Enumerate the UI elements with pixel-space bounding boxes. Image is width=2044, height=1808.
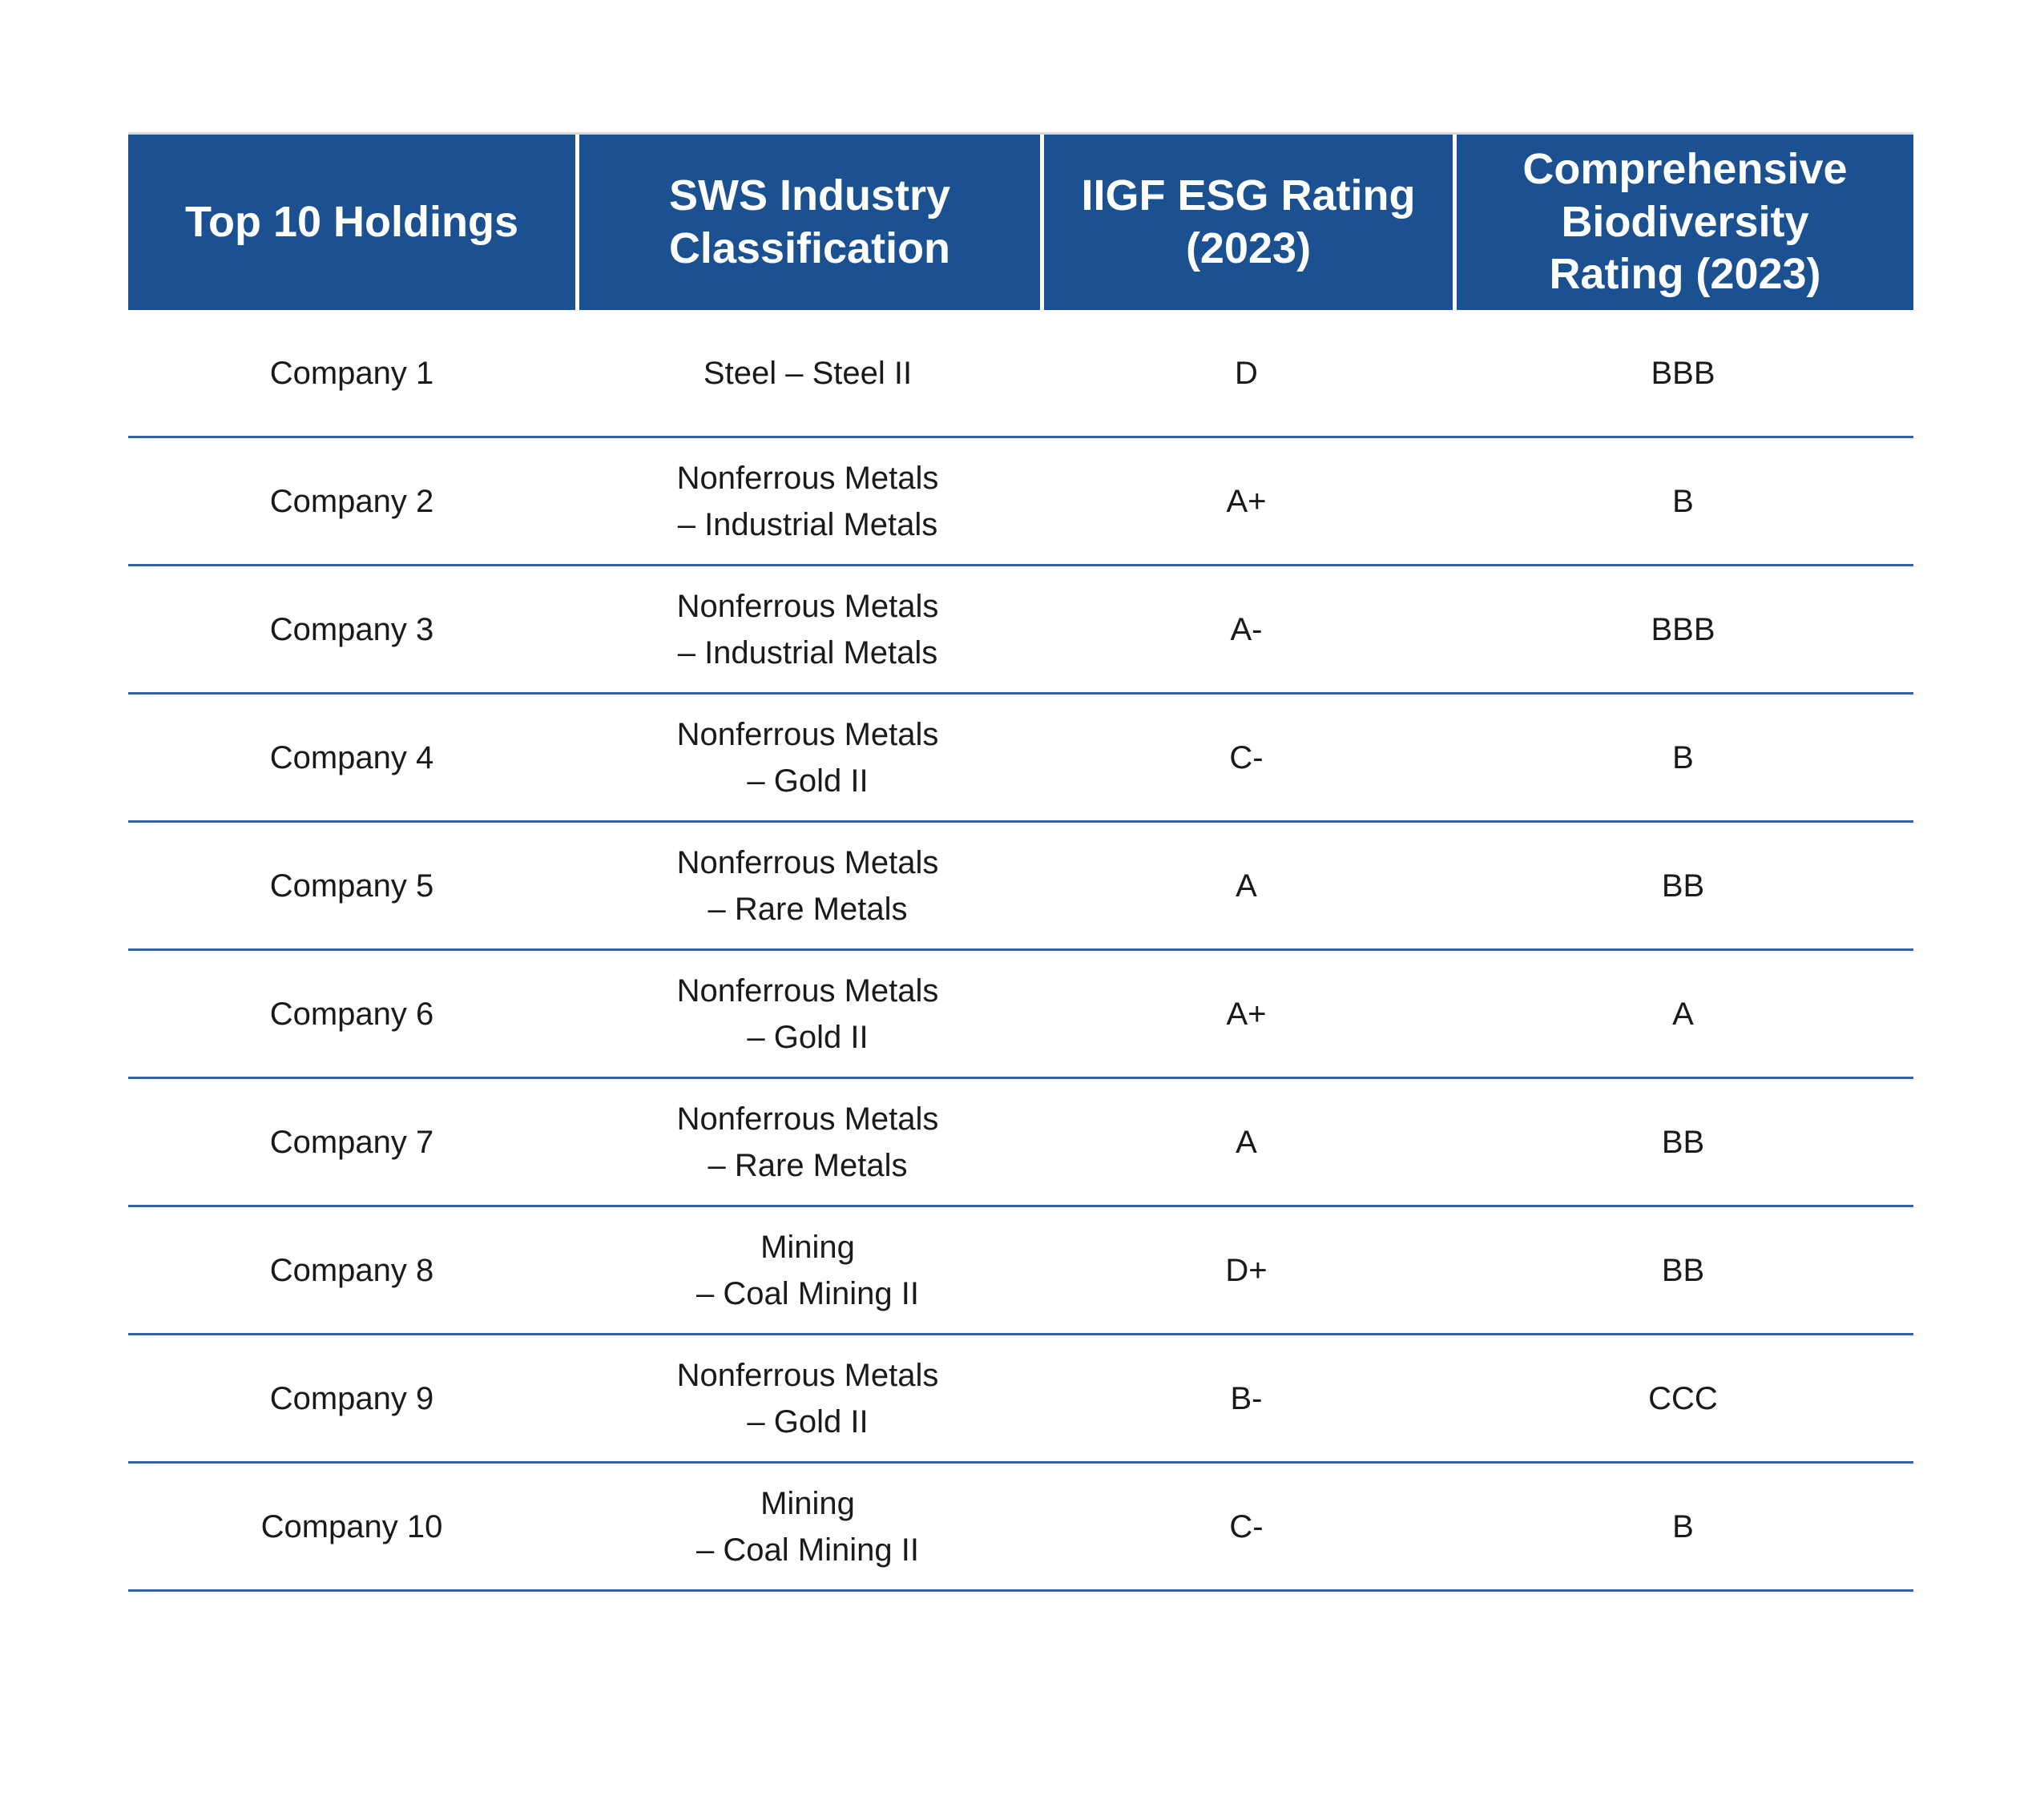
table-row: Company 5 Nonferrous Metals – Rare Metal… — [128, 823, 1913, 951]
biodiversity-rating-cell: BB — [1661, 868, 1705, 904]
esg-rating-cell: D+ — [1225, 1252, 1268, 1288]
industry-cell: Nonferrous Metals – Gold II — [676, 1357, 939, 1440]
table-row: Company 8 Mining – Coal Mining II D+ BB — [128, 1207, 1913, 1335]
table-row: Company 10 Mining – Coal Mining II C- B — [128, 1464, 1913, 1592]
holdings-table: Top 10 Holdings SWS Industry Classificat… — [128, 132, 1913, 1592]
esg-rating-cell: C- — [1229, 739, 1264, 775]
holding-cell: Company 2 — [269, 483, 434, 519]
industry-cell: Nonferrous Metals – Gold II — [676, 716, 939, 799]
esg-rating-cell: A+ — [1226, 483, 1267, 519]
esg-rating-cell: C- — [1229, 1508, 1264, 1544]
biodiversity-rating-cell: B — [1672, 1508, 1694, 1544]
table-row: Company 9 Nonferrous Metals – Gold II B-… — [128, 1335, 1913, 1464]
header-cell-top-10-holdings: Top 10 Holdings — [185, 197, 518, 246]
holding-cell: Company 4 — [269, 739, 434, 775]
holding-cell: Company 1 — [269, 355, 434, 391]
biodiversity-rating-cell: BB — [1661, 1124, 1705, 1160]
esg-rating-cell: B- — [1230, 1380, 1263, 1416]
holding-cell: Company 7 — [269, 1124, 434, 1160]
biodiversity-rating-cell: BB — [1661, 1252, 1705, 1288]
holding-cell: Company 6 — [269, 996, 434, 1032]
holding-cell: Company 9 — [269, 1380, 434, 1416]
table-header-row: Top 10 Holdings SWS Industry Classificat… — [128, 132, 1913, 310]
industry-cell: Nonferrous Metals – Industrial Metals — [676, 460, 939, 542]
biodiversity-rating-cell: B — [1672, 483, 1694, 519]
industry-cell: Mining – Coal Mining II — [696, 1485, 919, 1568]
industry-cell: Steel – Steel II — [703, 355, 913, 391]
esg-rating-cell: D — [1235, 355, 1258, 391]
esg-rating-cell: A- — [1230, 611, 1263, 647]
table-row: Company 7 Nonferrous Metals – Rare Metal… — [128, 1079, 1913, 1207]
esg-rating-cell: A — [1236, 868, 1257, 904]
biodiversity-rating-cell: CCC — [1648, 1380, 1718, 1416]
industry-cell: Mining – Coal Mining II — [696, 1229, 919, 1311]
table-row: Company 4 Nonferrous Metals – Gold II C-… — [128, 695, 1913, 823]
biodiversity-rating-cell: A — [1672, 996, 1694, 1032]
biodiversity-rating-cell: BBB — [1651, 611, 1715, 647]
holding-cell: Company 8 — [269, 1252, 434, 1288]
biodiversity-rating-cell: BBB — [1651, 355, 1715, 391]
header-cell-comprehensive-biodiversity-rating: Comprehensive Biodiversity Rating (2023) — [1453, 135, 1913, 310]
holding-cell: Company 3 — [269, 611, 434, 647]
industry-cell: Nonferrous Metals – Industrial Metals — [676, 588, 939, 670]
biodiversity-rating-cell: B — [1672, 739, 1694, 775]
header-cell-sws-industry-classification: SWS Industry Classification — [575, 135, 1040, 310]
table-row: Company 6 Nonferrous Metals – Gold II A+… — [128, 951, 1913, 1079]
industry-cell: Nonferrous Metals – Rare Metals — [676, 1101, 939, 1183]
esg-rating-cell: A — [1236, 1124, 1257, 1160]
holding-cell: Company 10 — [260, 1508, 443, 1544]
esg-rating-cell: A+ — [1226, 996, 1267, 1032]
table-row: Company 1 Steel – Steel II D BBB — [128, 310, 1913, 438]
table-row: Company 2 Nonferrous Metals – Industrial… — [128, 438, 1913, 566]
industry-cell: Nonferrous Metals – Gold II — [676, 972, 939, 1055]
holding-cell: Company 5 — [269, 868, 434, 904]
industry-cell: Nonferrous Metals – Rare Metals — [676, 844, 939, 927]
header-cell-iigf-esg-rating: IIGF ESG Rating (2023) — [1040, 135, 1453, 310]
table-row: Company 3 Nonferrous Metals – Industrial… — [128, 566, 1913, 695]
